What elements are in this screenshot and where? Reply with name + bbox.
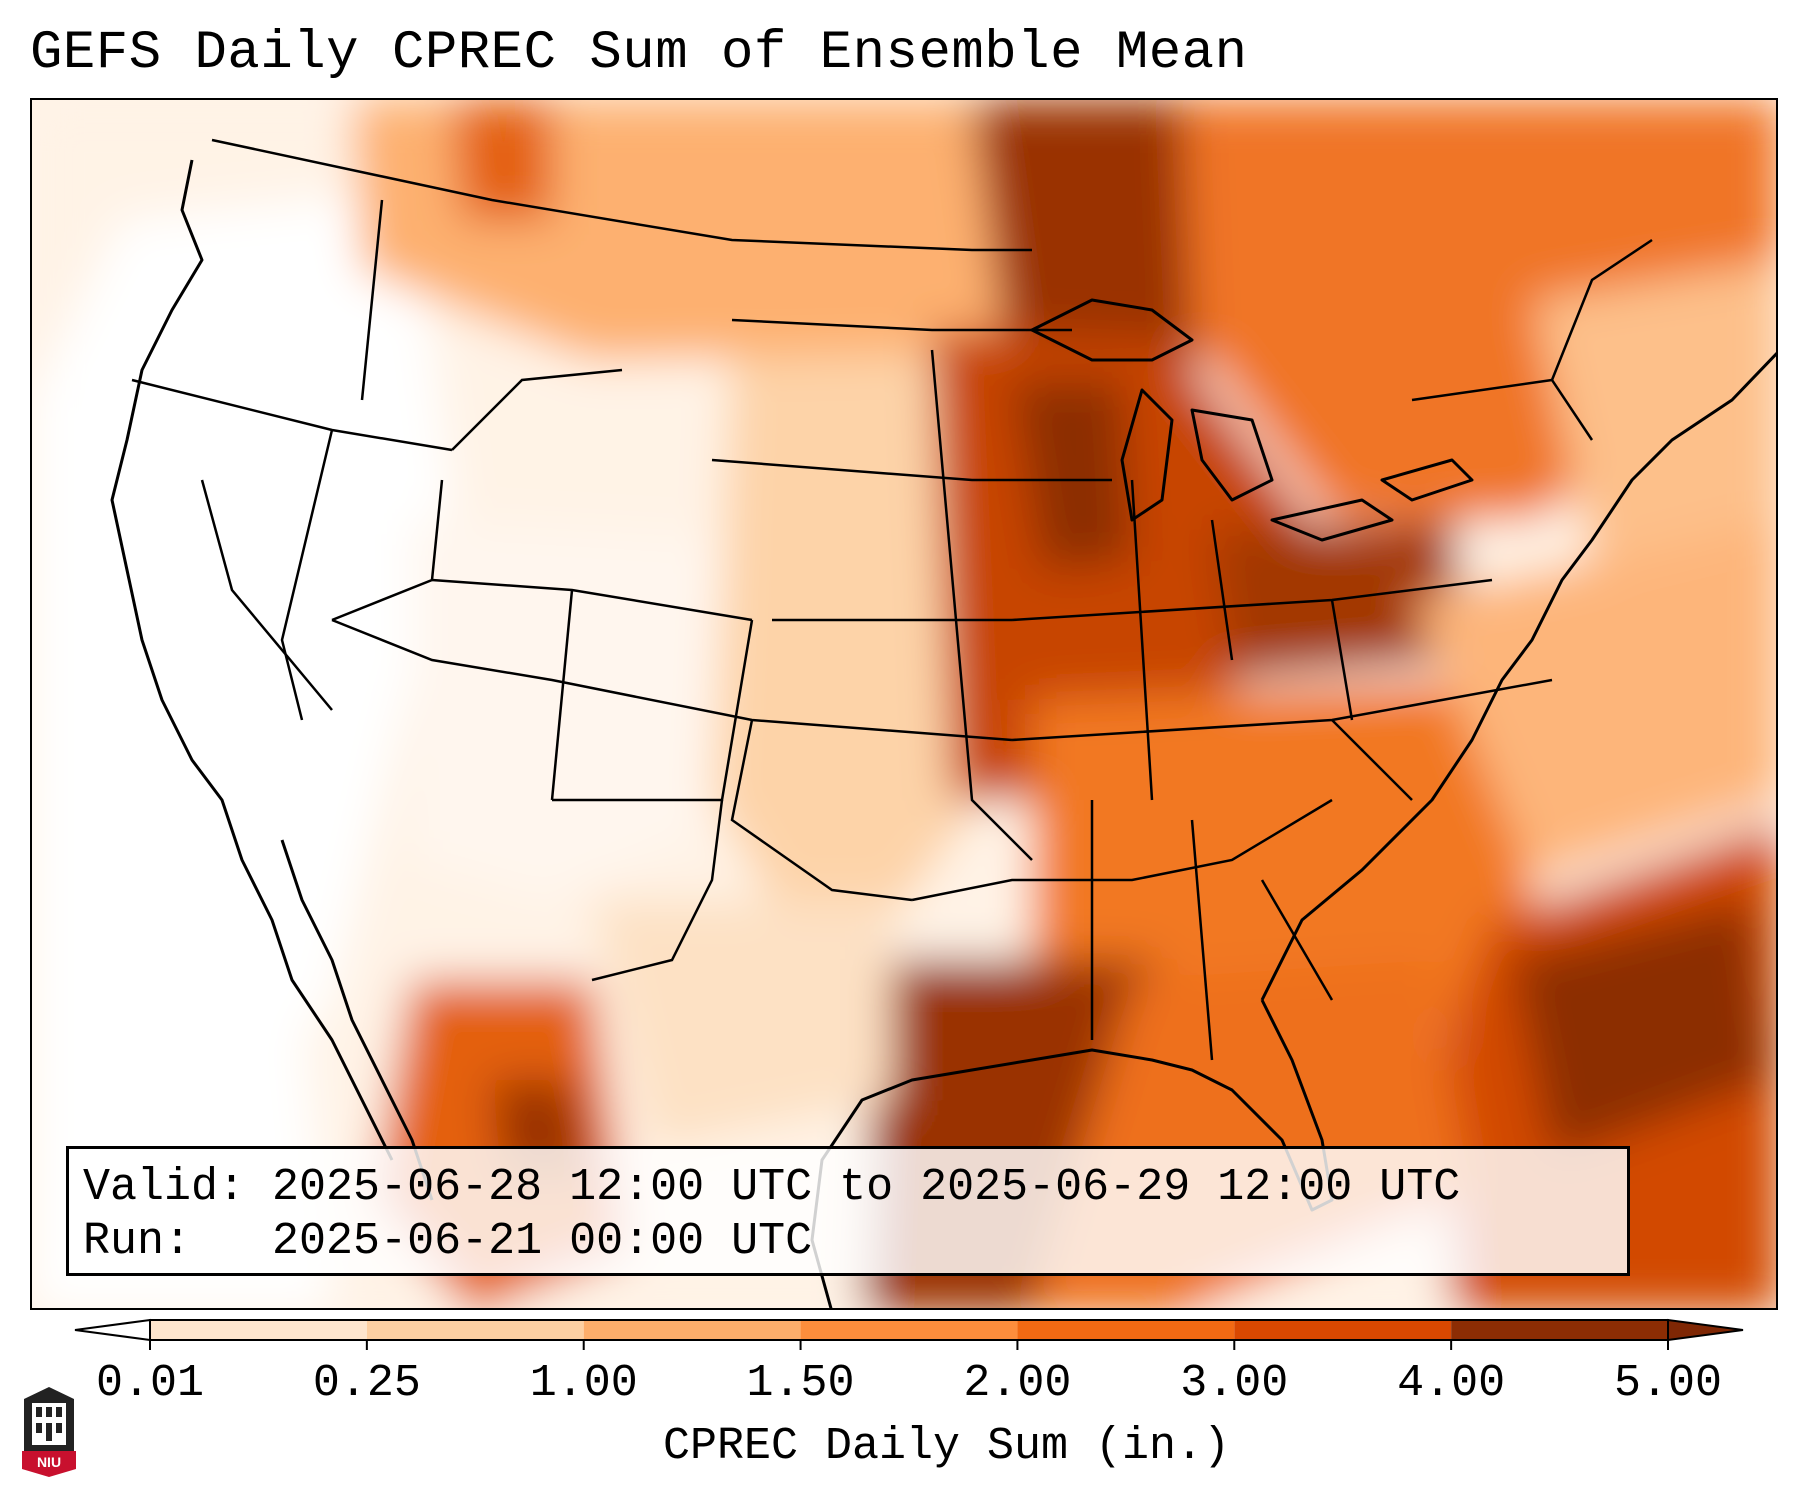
precip-map [30, 98, 1778, 1310]
logo-text: NIU [37, 1454, 61, 1470]
colorbar-segment [150, 1320, 367, 1340]
coastlines [110, 159, 1776, 1308]
colorbar-tick-label: 0.25 [312, 1358, 421, 1409]
colorbar-tick-label: 3.00 [1180, 1358, 1289, 1409]
colorbar-segment [1017, 1320, 1235, 1340]
colorbar-tick-label: 0.01 [95, 1358, 205, 1409]
valid-value: 2025-06-28 12:00 UTC to 2025-06-29 12:00… [272, 1162, 1461, 1213]
state-borders [131, 138, 1653, 1061]
colorbar-segment [800, 1320, 1018, 1340]
valid-run-info: Valid: 2025-06-28 12:00 UTC to 2025-06-2… [66, 1146, 1630, 1276]
run-value: 2025-06-21 00:00 UTC [272, 1216, 813, 1267]
colorbar-tick-label: 2.00 [963, 1358, 1072, 1409]
colorbar-segment [366, 1320, 584, 1340]
colorbar-segment [583, 1320, 801, 1340]
colorbar-under-arrow [74, 1318, 151, 1342]
run-label: Run: [83, 1216, 192, 1267]
colorbar-tick-label: 1.00 [529, 1358, 638, 1409]
colorbar-segment [1451, 1320, 1668, 1340]
map-title: GEFS Daily CPREC Sum of Ensemble Mean [30, 23, 1248, 84]
niu-logo: NIU [22, 1387, 76, 1477]
valid-label: Valid: [83, 1162, 246, 1213]
colorbar-label: CPREC Daily Sum (in.) [662, 1421, 1231, 1472]
colorbar [74, 1318, 1744, 1350]
colorbar-tick-label: 1.50 [746, 1358, 855, 1409]
colorbar-over-arrow [1667, 1318, 1744, 1342]
colorbar-segment [1234, 1320, 1452, 1340]
colorbar-tick-label: 5.00 [1613, 1358, 1723, 1409]
colorbar-tick-label: 4.00 [1397, 1358, 1506, 1409]
precip-field [32, 100, 1776, 1308]
